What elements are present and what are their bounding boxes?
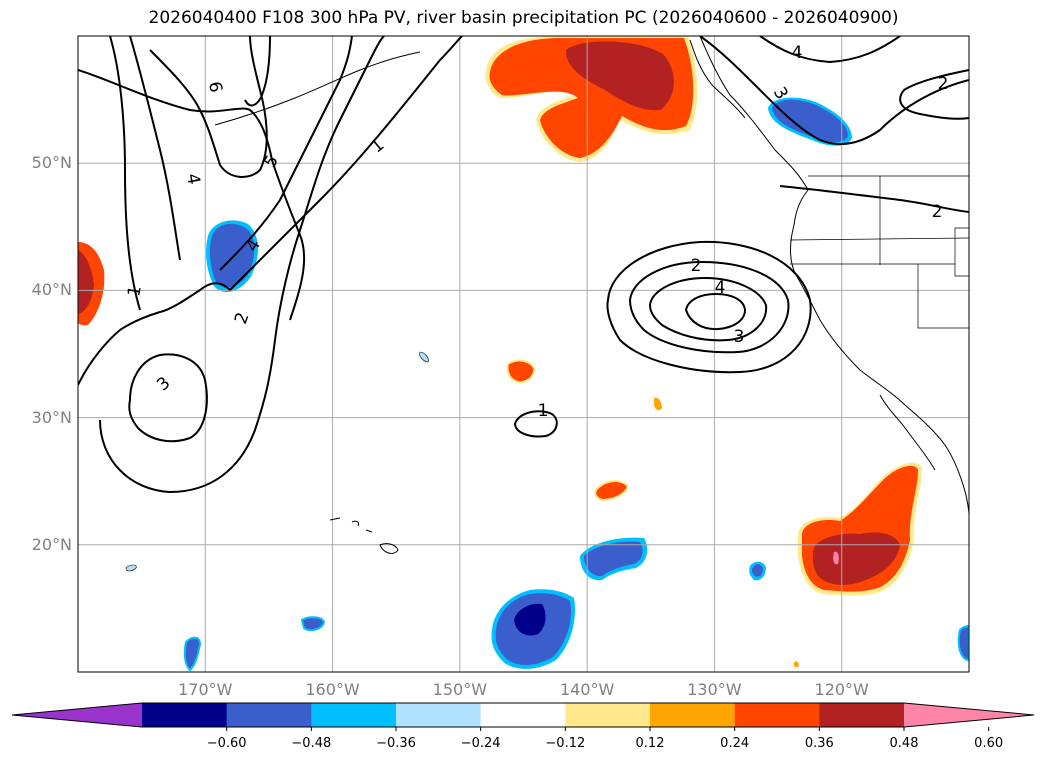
- precip-region-negative: [419, 351, 429, 363]
- colorbar-tick-label: 0.48: [889, 736, 919, 751]
- map-title: 2026040400 F108 300 hPa PV, river basin …: [148, 8, 899, 28]
- colorbar-outline: [11, 702, 1035, 728]
- baja-coast: [879, 394, 936, 471]
- colorbar-tick-label: −0.60: [206, 736, 247, 751]
- precip-region-negative-strong: [514, 603, 546, 636]
- contour-label: 2: [932, 202, 943, 222]
- map-frame: [77, 35, 970, 673]
- contour-label: 2: [938, 74, 949, 94]
- precip-region-negative: [957, 624, 969, 662]
- precip-region-positive: [654, 397, 662, 411]
- colorbar-segment: [142, 703, 228, 727]
- coast-islands: [689, 39, 746, 119]
- coastlines: [214, 36, 969, 554]
- precip-region-strong: [812, 532, 900, 585]
- colorbar-segment: [480, 703, 566, 727]
- longitude-label: 150°W: [432, 680, 488, 699]
- colorbar-tick-label: −0.12: [545, 736, 586, 751]
- hawaii-island: [365, 529, 373, 533]
- pv-closed-contour: [648, 276, 768, 342]
- latitude-label: 50°N: [31, 153, 72, 173]
- precip-region-negative: [209, 223, 255, 288]
- precip-region-negative: [183, 636, 202, 672]
- colorbar-segment: [565, 703, 651, 727]
- pv-closed-contour: [628, 260, 790, 354]
- longitude-label: 120°W: [814, 680, 869, 699]
- hawaii-island: [329, 517, 341, 521]
- colorbar-segment: [819, 703, 905, 727]
- colorbar: [11, 702, 1035, 731]
- precip-region-negative: [125, 564, 137, 572]
- colorbar-segment: [311, 703, 397, 727]
- precip-region-positive: [793, 661, 799, 668]
- longitude-label: 160°W: [305, 680, 360, 699]
- precip-region-strong: [565, 41, 674, 111]
- colorbar-tick-label: 0.24: [720, 736, 750, 751]
- political-borders: [789, 175, 969, 329]
- colorbar-tick-label: 0.36: [804, 736, 834, 751]
- colorbar-tick-label: −0.24: [460, 736, 501, 751]
- pv-closed-contour: [684, 292, 747, 331]
- pv-closed-contour: [606, 240, 812, 374]
- longitude-label: 170°W: [178, 680, 233, 699]
- colorbar-tick-label: −0.48: [291, 736, 332, 751]
- hawaii-island: [351, 520, 359, 527]
- precip-region-strong: [78, 250, 94, 314]
- contour-label: 2: [691, 256, 702, 276]
- latitude-label: 30°N: [31, 407, 72, 427]
- precip-region-negative: [751, 564, 763, 577]
- colorbar-tick-label: −0.36: [376, 736, 416, 751]
- colorbar-segment: [226, 703, 312, 727]
- precip-pc-shading: [78, 36, 969, 672]
- colorbar-tick-label: 0.12: [635, 736, 665, 751]
- contour-label: 6: [204, 80, 226, 94]
- pv-closed-contour: [513, 410, 558, 438]
- longitude-label: 140°W: [559, 680, 615, 699]
- latitude-label: 40°N: [31, 280, 72, 300]
- precip-region-positive: [594, 480, 630, 502]
- contour-label: 1: [538, 401, 549, 421]
- contour-label: 4: [792, 43, 803, 63]
- precip-region-positive: [506, 359, 536, 384]
- alaska-islands: [214, 51, 421, 126]
- precip-region-negative: [584, 541, 643, 577]
- contour-label: 4: [715, 278, 726, 298]
- contour-label: 1: [124, 284, 146, 298]
- colorbar-extend-low: [12, 703, 142, 727]
- contour-label: 3: [734, 327, 745, 347]
- pv-contours: [78, 36, 969, 494]
- map-panel: 1 2 3 4 5 6 1 2 3 4 2 3 4 2 1 4: [78, 36, 969, 672]
- north-america-coast: [699, 36, 969, 516]
- hawaii-island: [379, 543, 399, 554]
- precip-region-negative: [300, 616, 326, 631]
- colorbar-segment: [650, 703, 736, 727]
- colorbar-segment: [734, 703, 820, 727]
- contour-label: 4: [182, 172, 204, 186]
- colorbar-tick-label: 0.60: [974, 736, 1004, 751]
- graticule: [78, 36, 969, 672]
- colorbar-extend-high: [904, 703, 1034, 727]
- precip-region-negative: [772, 99, 848, 143]
- latitude-label: 20°N: [31, 534, 72, 554]
- longitude-label: 130°W: [687, 680, 742, 699]
- precip-region-extreme: [833, 551, 839, 565]
- colorbar-segment: [396, 703, 482, 727]
